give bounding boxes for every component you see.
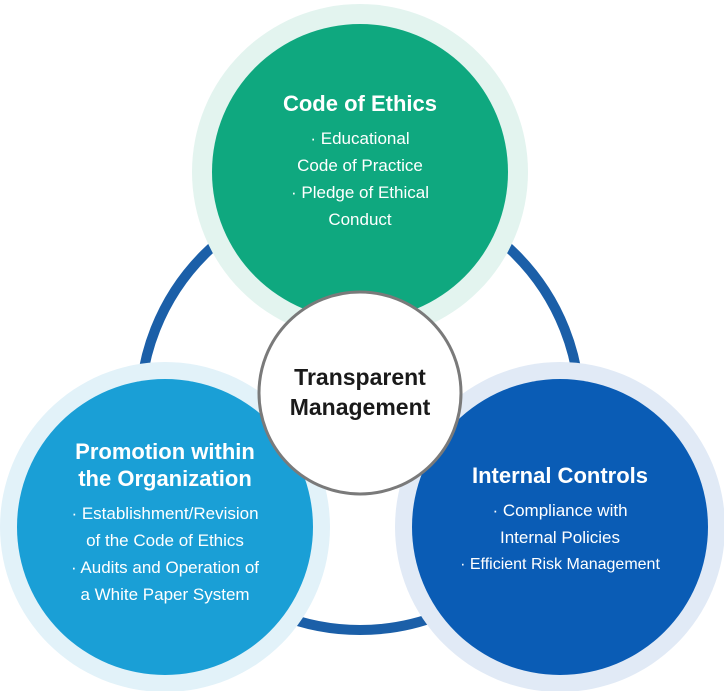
bullet-line: Code of Practice [297,156,423,175]
internal-controls-circle [412,379,708,675]
code-of-ethics-title: Code of Ethics [282,91,437,116]
bullet-line: · Compliance with [492,501,628,520]
bullet-pledge: · Pledge of Ethical Conduct [235,179,485,233]
promotion-circle [17,379,313,675]
bullet-line: · Efficient Risk Management [460,556,660,573]
center-label-line: Transparent [294,364,426,390]
center-label-line: Management [289,394,431,420]
promotion-text: Promotion within the Organization · Esta… [25,438,305,608]
bullet-line: · Establishment/Revision [71,504,259,523]
internal-controls-title: Internal Controls [471,463,648,488]
code-of-ethics-circle [212,24,508,320]
bullet-line: a White Paper System [80,585,250,604]
bullet-line: · Audits and Operation of [70,558,260,577]
title-line: the Organization [78,466,252,491]
internal-controls-text: Internal Controls · Compliance with Inte… [420,462,700,578]
bullet-compliance: · Compliance with Internal Policies [420,497,700,551]
bullet-establishment: · Establishment/Revision of the Code of … [25,500,305,554]
bullet-line: Conduct [328,210,392,229]
bullet-risk-management: · Efficient Risk Management [420,551,700,578]
code-of-ethics-text: Code of Ethics · Educational Code of Pra… [235,90,485,233]
promotion-title: Promotion within the Organization [25,438,305,492]
bullet-line: · Pledge of Ethical [291,183,429,202]
bullet-educational-code: · Educational Code of Practice [235,125,485,179]
bullet-line: of the Code of Ethics [86,531,244,550]
bullet-line: · Educational [310,129,410,148]
bullet-line: Internal Policies [499,528,620,547]
title-line: Promotion within [75,439,255,464]
center-label: Transparent Management [260,362,460,422]
center-circle [257,290,463,496]
bullet-audits: · Audits and Operation of a White Paper … [25,554,305,608]
